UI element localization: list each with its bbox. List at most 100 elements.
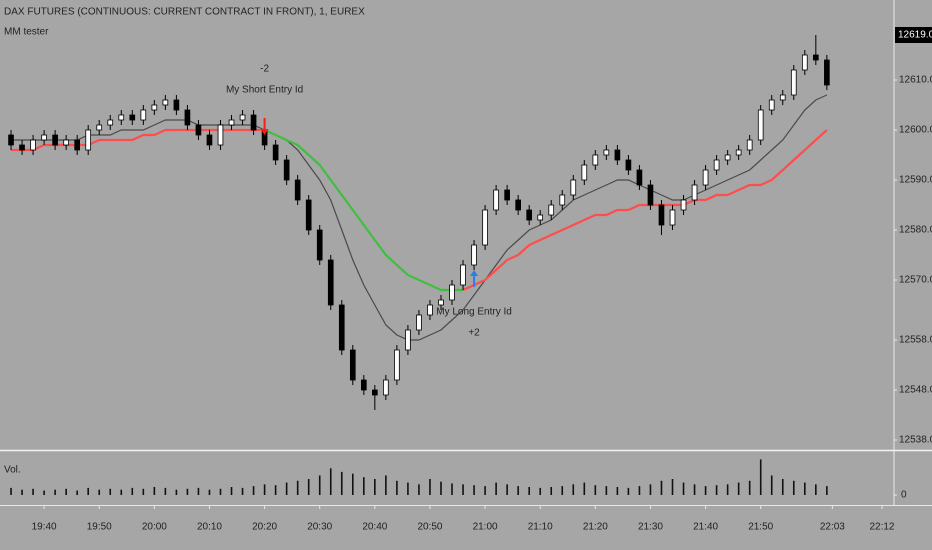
volume-bar (296, 480, 299, 495)
candle-body (592, 154, 599, 166)
volume-bar (561, 486, 564, 495)
volume-bar (241, 487, 244, 495)
volume-bar (274, 485, 277, 495)
volume-bar (407, 482, 409, 495)
volume-bar (781, 479, 784, 495)
candle-body (581, 164, 588, 181)
volume-bar (495, 482, 497, 495)
x-tick-label: 20:50 (417, 522, 442, 533)
candle-body (383, 379, 389, 396)
candle-body (294, 179, 301, 201)
volume-bar (473, 485, 475, 495)
candle-body (206, 134, 213, 146)
candle-body (724, 154, 731, 161)
y-tick-label: 12600.0 (899, 125, 932, 136)
volume-bar (153, 487, 156, 495)
candle-body (779, 94, 786, 101)
candle-body (559, 194, 566, 206)
volume-bar (462, 484, 464, 495)
volume-bar (660, 480, 663, 495)
candle-body (140, 109, 147, 121)
volume-bar (65, 488, 67, 495)
volume-bar (826, 486, 828, 495)
y-tick-label: 12610.0 (899, 75, 932, 86)
candle-body (8, 134, 14, 146)
x-tick-label: 21:30 (638, 522, 663, 533)
x-tick-label: 20:10 (197, 522, 222, 533)
x-tick-label: 21:10 (528, 522, 553, 533)
volume-bar (54, 489, 56, 495)
candle-body (735, 149, 742, 156)
volume-bar (329, 468, 332, 495)
volume-bar (10, 487, 12, 495)
volume-bar (21, 489, 23, 495)
volume-bar (175, 489, 178, 495)
volume-bar (429, 479, 431, 495)
candle-body (360, 379, 367, 391)
y-tick-label: 12570.0 (899, 275, 932, 286)
x-tick-label: 20:30 (307, 522, 332, 533)
volume-bar (649, 484, 652, 495)
candle-body (636, 169, 643, 186)
volume-bar (759, 459, 762, 495)
volume-bar (396, 480, 398, 495)
volume-bar (715, 485, 718, 495)
candle-body (548, 204, 555, 216)
candle-body (283, 159, 290, 181)
x-tick-label: 21:00 (473, 522, 498, 533)
candle-body (195, 124, 202, 136)
volume-bar (815, 484, 817, 495)
x-tick-label: 22:12 (869, 522, 894, 533)
x-tick-label: 20:20 (252, 522, 277, 533)
volume-bar (517, 486, 519, 495)
candle-body (625, 159, 632, 171)
candle-body (746, 139, 753, 151)
candle-body (19, 144, 25, 151)
candle-body (824, 59, 830, 86)
moving-average-line (11, 94, 828, 341)
volume-bar (792, 480, 795, 495)
candle-body (460, 264, 466, 286)
candle-body (790, 69, 797, 96)
candle-body (272, 144, 279, 161)
candle-body (504, 189, 510, 201)
volume-bar (770, 475, 773, 495)
order-arrow (260, 118, 269, 135)
candle-body (493, 189, 499, 211)
volume-bar (539, 487, 542, 495)
candle-body (471, 244, 477, 266)
x-tick-label: 21:40 (693, 522, 718, 533)
candle-body (151, 104, 158, 111)
order-arrow (470, 270, 479, 287)
candle-body (713, 159, 720, 171)
x-tick-label: 22:03 (820, 522, 845, 533)
volume-bar (671, 479, 674, 495)
candle-body (526, 209, 533, 221)
y-tick-label: 12538.0 (899, 435, 932, 446)
candle-body (757, 109, 764, 141)
candle-body (239, 114, 246, 121)
indicator-name: MM tester (4, 27, 49, 38)
x-tick-label: 20:00 (142, 522, 167, 533)
candle-body (338, 304, 345, 351)
volume-bar (605, 486, 608, 495)
volume-bar (208, 489, 211, 495)
volume-bar (418, 484, 420, 495)
volume-bar (528, 487, 530, 495)
volume-bar (351, 473, 354, 495)
y-tick-label: 12580.0 (899, 225, 932, 236)
candle-body (394, 349, 400, 381)
candle-body (647, 184, 654, 206)
chart-title: DAX FUTURES (CONTINUOUS: CURRENT CONTRAC… (4, 7, 365, 18)
volume-bar (616, 487, 619, 495)
volume-bar (109, 488, 112, 495)
x-tick-label: 19:40 (32, 522, 57, 533)
candle-body (801, 54, 808, 71)
volume-bar (638, 486, 641, 495)
candle-body (349, 349, 356, 381)
y-tick-label: 12558.0 (899, 335, 932, 346)
volume-bar (263, 484, 266, 495)
volume-bar (142, 488, 145, 495)
candle-body (416, 314, 422, 331)
